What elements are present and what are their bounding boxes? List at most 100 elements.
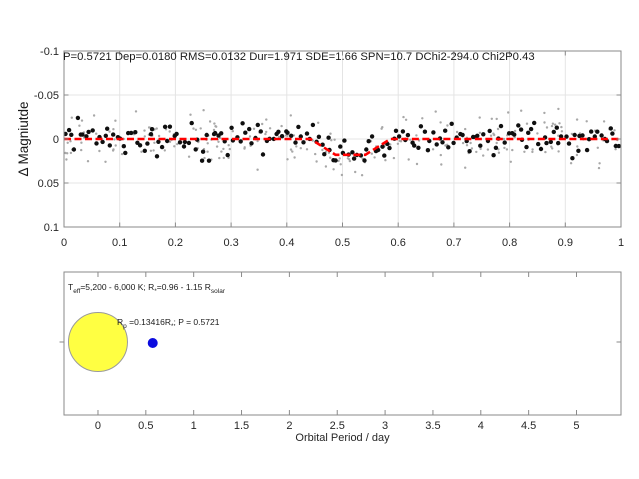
raw-data-point <box>536 132 539 135</box>
raw-data-point <box>495 141 498 145</box>
raw-data-point <box>218 156 221 160</box>
raw-data-point <box>134 110 138 113</box>
raw-data-point <box>505 148 509 151</box>
raw-data-point <box>299 147 302 150</box>
raw-data-point <box>194 128 198 131</box>
grid-lines <box>64 51 621 227</box>
binned-data-point <box>199 158 205 163</box>
raw-data-point <box>268 127 272 130</box>
raw-data-point <box>520 109 523 112</box>
raw-data-point <box>215 145 219 148</box>
raw-data-point <box>168 140 172 143</box>
raw-data-point <box>295 145 298 148</box>
binned-data-point <box>100 139 105 145</box>
raw-data-point <box>434 110 437 113</box>
x-tick-label: 4.5 <box>521 420 536 432</box>
x-tick-label: 0.8 <box>502 237 517 249</box>
binned-data-point <box>301 140 306 145</box>
binned-data-point <box>502 140 507 145</box>
raw-data-point <box>80 148 83 152</box>
raw-data-point <box>399 140 403 143</box>
binned-data-point <box>481 132 486 137</box>
raw-data-point <box>415 134 418 137</box>
raw-data-point <box>346 157 350 160</box>
raw-data-point <box>80 119 84 122</box>
binned-data-point <box>422 129 428 134</box>
raw-data-point <box>381 126 384 129</box>
raw-data-point <box>360 174 364 177</box>
binned-data-point <box>121 144 127 149</box>
x-tick-label: 2.5 <box>330 420 345 432</box>
x-tick-label: 3 <box>382 420 388 432</box>
binned-data-point <box>616 143 621 149</box>
raw-data-point <box>598 162 601 165</box>
light-curve-tick-labels: 0 0.1 0.2 0.3 0.4 0.5 0.6 0.7 0.8 0.9 1-0.1-0.0500… <box>34 46 624 249</box>
raw-data-point <box>140 150 143 153</box>
raw-data-point <box>78 124 81 127</box>
binned-data-point <box>434 142 439 147</box>
binned-data-point <box>123 150 128 156</box>
raw-data-point <box>482 154 485 157</box>
raw-data-point <box>66 141 69 144</box>
binned-data-point <box>154 154 160 159</box>
binned-data-point <box>512 132 517 137</box>
binned-data-point <box>289 133 294 138</box>
raw-data-point <box>192 127 195 130</box>
binned-data-point <box>75 115 81 121</box>
raw-data-point <box>173 145 176 148</box>
raw-data-point <box>120 152 124 156</box>
raw-data-point <box>86 160 90 163</box>
raw-data-point <box>392 156 396 160</box>
raw-data-point <box>469 141 472 145</box>
binned-data-point <box>296 124 301 130</box>
binned-data-point <box>350 150 355 155</box>
binned-data-point <box>396 134 402 139</box>
raw-data-point <box>187 155 191 158</box>
raw-data-point <box>596 146 599 149</box>
binned-data-point <box>400 129 406 134</box>
raw-data-point <box>168 130 171 133</box>
star-planet-panel: Teff=5,200 - 6,000 K; R*=0.96 - 1.15 Rso… <box>59 271 622 444</box>
raw-data-point <box>407 158 410 161</box>
binned-data-point <box>475 133 480 138</box>
binned-data-point <box>460 132 465 138</box>
binned-data-point <box>219 131 224 136</box>
raw-data-point <box>280 124 283 128</box>
binned-data-point <box>487 128 492 134</box>
raw-data-point <box>202 109 205 112</box>
binned-data-point <box>498 123 504 129</box>
binned-data-point <box>584 147 590 153</box>
raw-data-point <box>163 149 166 152</box>
binned-data-point <box>90 128 95 133</box>
x-tick-label: 0.5 <box>335 237 350 249</box>
raw-data-point <box>409 138 412 141</box>
raw-data-point <box>70 116 74 119</box>
raw-data-point <box>495 117 498 121</box>
raw-data-point <box>570 132 574 136</box>
binned-data-point <box>382 153 387 158</box>
raw-data-point <box>444 144 447 147</box>
raw-data-point <box>155 127 158 130</box>
raw-data-point <box>157 134 161 138</box>
raw-data-point <box>324 165 328 168</box>
raw-data-point <box>543 121 546 124</box>
binned-data-point <box>333 158 338 163</box>
raw-data-point <box>475 150 478 154</box>
binned-data-point <box>566 141 572 146</box>
binned-data-point <box>320 142 325 147</box>
raw-data-point <box>286 158 289 161</box>
raw-data-point <box>486 148 490 151</box>
x-tick-label: 0 <box>95 420 101 432</box>
binned-data-point <box>431 130 436 135</box>
raw-data-point <box>248 135 252 138</box>
x-tick-label: 0.1 <box>112 237 127 249</box>
raw-data-point <box>112 148 115 151</box>
raw-data-point <box>431 148 435 151</box>
y-tick-label: -0.1 <box>40 46 59 58</box>
binned-data-point <box>285 130 290 135</box>
binned-data-point <box>181 144 187 149</box>
raw-data-point <box>575 153 579 157</box>
raw-data-point <box>370 152 373 155</box>
binned-data-point <box>247 126 252 132</box>
raw-data-point <box>337 159 340 163</box>
